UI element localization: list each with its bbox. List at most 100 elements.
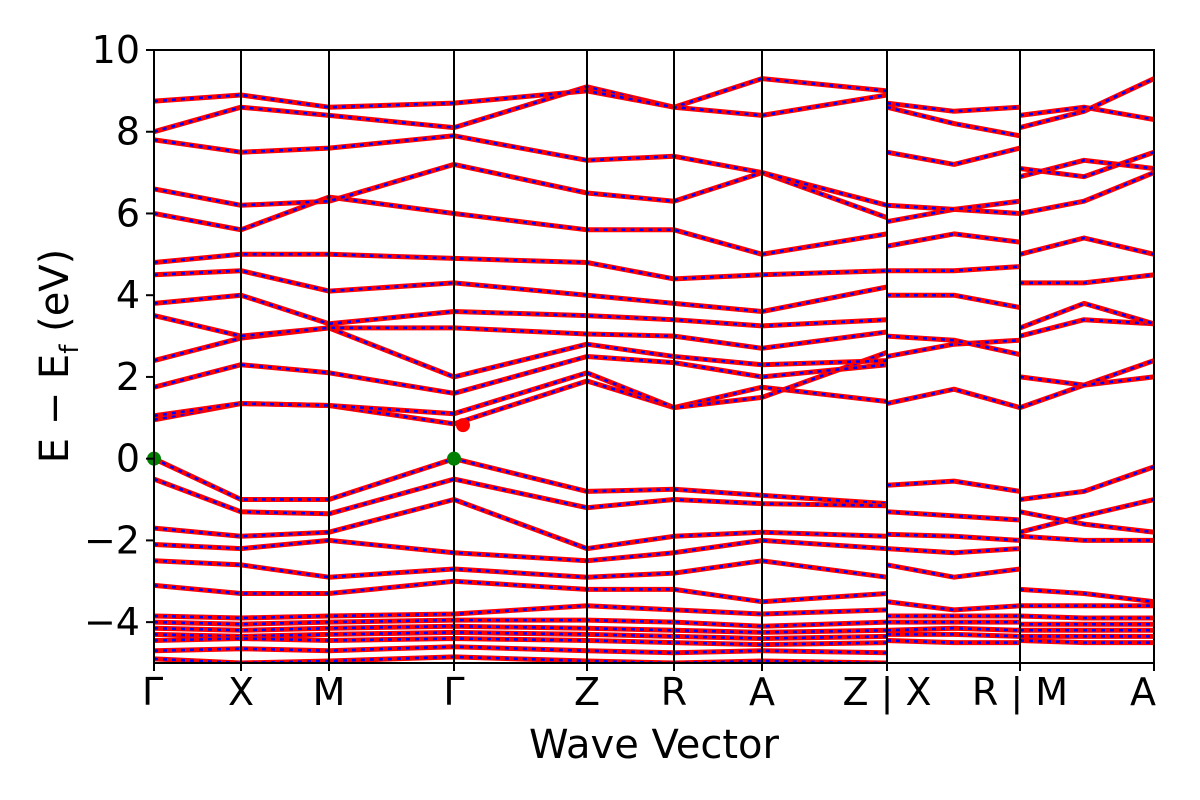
band-5-segment-0-dash — [154, 293, 888, 328]
x-tick-label-1: X — [228, 670, 254, 714]
y-axis-ticks: −4 −2 0 2 4 6 8 10 — [84, 28, 154, 644]
band-8-segment-1 — [886, 145, 1021, 167]
band-1-segment-1 — [886, 337, 1021, 359]
y-tick-label-3: 2 — [116, 355, 140, 399]
band-22-segment-1-dash — [887, 633, 1021, 638]
band-9-segment-2-dash — [1019, 105, 1154, 121]
y-tick-label-4: 4 — [116, 273, 140, 317]
y-tick-label-2: 0 — [116, 437, 140, 481]
band-19-segment-2-dash — [1019, 614, 1154, 620]
band-8-segment-2-dash — [1019, 151, 1154, 178]
y-tick-label-6: 8 — [116, 110, 140, 154]
band-0-segment-2-dash — [1019, 359, 1154, 409]
band-1-segment-2 — [1019, 374, 1154, 388]
x-tick-label-3: Γ — [443, 670, 464, 714]
x-tick-label-4: Z — [574, 670, 600, 714]
band-12-segment-0-dash — [154, 89, 888, 117]
y-axis-label-unit: (eV) — [32, 249, 78, 345]
band-20-segment-0-dash — [154, 618, 888, 628]
band-21-segment-0-dash — [154, 624, 888, 634]
band-13-segment-2-dash — [1019, 465, 1154, 501]
band-16-segment-0-dash — [154, 539, 888, 563]
band-13-segment-1 — [886, 478, 1021, 494]
band-18-segment-0-dash — [154, 580, 888, 603]
y-tick-label-0: −4 — [84, 600, 140, 644]
band-9-segment-0-dash — [154, 163, 888, 219]
band-5-segment-1 — [886, 231, 1021, 249]
band-18-segment-0 — [154, 578, 888, 605]
band-24-segment-0-dash — [154, 645, 888, 655]
band-3-segment-2-dash — [1019, 302, 1154, 330]
band-23-segment-0-dash — [154, 637, 888, 646]
band-edge-markers — [147, 418, 470, 466]
band-10-segment-0-dash — [154, 134, 888, 207]
y-tick-label-1: −2 — [84, 518, 140, 562]
band-10-segment-1 — [886, 104, 1021, 139]
band-6-segment-0-dash — [154, 269, 888, 313]
band-7-segment-1-dash — [886, 199, 1021, 211]
band-10-segment-2-dash — [1019, 77, 1154, 129]
band-0-segment-1 — [886, 386, 1021, 411]
x-tick-label-7: Z | X — [842, 670, 931, 715]
band-10-segment-0 — [154, 133, 888, 208]
y-tick-label-7: 10 — [92, 28, 140, 72]
band-9-segment-1-dash — [886, 101, 1021, 113]
band-23-segment-1-dash — [886, 639, 1020, 644]
band-16-segment-0 — [154, 537, 888, 564]
band-16-segment-1-dash — [886, 547, 1021, 554]
band-17-segment-2-dash — [1019, 588, 1154, 603]
band-3-segment-1-dash — [887, 293, 1021, 309]
band-21-segment-1-dash — [886, 627, 1021, 632]
y-axis-label-subscript: f — [55, 344, 85, 354]
band-6-segment-2-dash — [1019, 171, 1154, 215]
band-23-segment-2-dash — [1019, 639, 1154, 644]
band-13-segment-2 — [1019, 464, 1154, 502]
bands-layer — [154, 76, 1154, 663]
band-1-segment-0-dash — [154, 351, 888, 418]
band-14-segment-0-dash — [154, 477, 888, 516]
x-tick-label-8: R | M — [972, 670, 1068, 715]
x-tick-label-6: A — [749, 670, 775, 714]
band-2-segment-1 — [886, 333, 1021, 357]
x-axis-label: Wave Vector — [529, 722, 780, 768]
band-4-segment-1-dash — [887, 265, 1021, 272]
band-1-segment-2-dash — [1019, 375, 1154, 387]
band-4-segment-0-dash — [154, 314, 888, 350]
marker-cbm-2 — [456, 418, 470, 433]
x-tick-label-9: A — [1130, 670, 1156, 714]
x-tick-label-5: R — [661, 670, 687, 714]
band-2-segment-0-dash — [154, 355, 888, 395]
y-axis-label-main: E − E — [32, 354, 78, 464]
band-3-segment-0-dash — [154, 326, 888, 379]
band-5-segment-2 — [1019, 235, 1154, 257]
x-tick-label-2: M — [313, 670, 346, 714]
band-10-segment-2 — [1019, 76, 1154, 131]
marker-vbm-1 — [447, 451, 461, 466]
band-4-segment-2-dash — [1020, 273, 1154, 285]
band-6-segment-2 — [1019, 170, 1154, 216]
band-0-segment-0-dash — [154, 379, 888, 426]
band-9-segment-0 — [154, 161, 888, 220]
band-14-segment-2-dash — [1019, 498, 1154, 534]
band-3-segment-1 — [887, 292, 1021, 310]
x-axis-ticks: Γ X M Γ Z R A Z | X R | M A — [142, 663, 1156, 715]
band-19-segment-0-dash — [154, 604, 888, 620]
band-19-segment-0 — [154, 603, 888, 621]
band-2-segment-2-dash — [1019, 318, 1154, 338]
band-15-segment-1-dash — [886, 533, 1021, 542]
band-15-segment-2-dash — [1019, 510, 1154, 534]
band-15-segment-0-dash — [154, 498, 888, 550]
band-0-segment-1-dash — [886, 387, 1021, 409]
band-22-segment-0-dash — [154, 631, 888, 640]
band-16-segment-2-dash — [1019, 535, 1154, 542]
band-14-segment-1-dash — [886, 510, 1021, 522]
band-7-segment-2-dash — [1019, 159, 1154, 178]
band-17-segment-0-dash — [154, 559, 888, 579]
band-13-segment-0-dash — [154, 457, 888, 505]
y-tick-label-5: 6 — [116, 191, 140, 235]
band-17-segment-1 — [886, 562, 1021, 580]
band-5-segment-2-dash — [1019, 236, 1154, 256]
band-13-segment-1-dash — [886, 479, 1021, 493]
band-7-segment-0-dash — [154, 253, 888, 281]
